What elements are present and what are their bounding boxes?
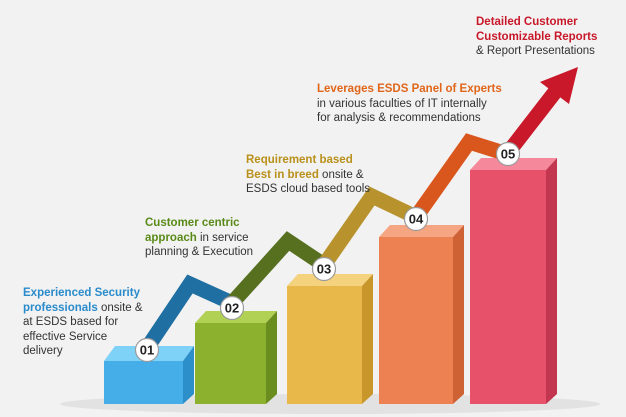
badge-step-1: 01	[134, 337, 160, 363]
caption-1-text-b: at ESDS based for	[23, 316, 119, 328]
caption-2-text-a: in service	[196, 231, 249, 244]
badge-step-5: 05	[495, 141, 521, 167]
caption-1-text-a: onsite &	[97, 301, 143, 314]
caption-step-4: Leverages ESDS Panel of Experts in vario…	[317, 82, 502, 126]
growth-arrow	[140, 87, 561, 353]
arrow-segment-4	[409, 133, 510, 222]
caption-3-text-b: ESDS cloud based tools	[246, 183, 371, 195]
badge-number-1: 01	[140, 343, 154, 358]
caption-step-2: Customer centric approach in service pla…	[145, 216, 253, 260]
caption-4-text-a: in various faculties of IT internally	[317, 97, 487, 110]
bar-step-2	[195, 311, 277, 404]
caption-2-highlight-a: Customer centric	[145, 217, 240, 229]
caption-5-highlight-a: Detailed Customer	[476, 16, 578, 28]
caption-step-3: Requirement based Best in breed onsite &…	[246, 153, 370, 197]
caption-1-text-d: delivery	[23, 345, 63, 357]
bar-step-5	[470, 158, 557, 404]
arrow-segment-1	[140, 274, 236, 353]
caption-2-text-b: planning & Execution	[145, 246, 254, 258]
caption-5-text-a: & Report Presentations	[476, 45, 595, 57]
badge-step-3: 03	[311, 256, 337, 282]
badge-number-2: 02	[225, 301, 239, 316]
caption-step-1: Experienced Security professionals onsit…	[23, 286, 143, 359]
caption-4-text-b: for analysis & recommendations	[317, 112, 481, 124]
caption-step-5: Detailed Customer Customizable Reports &…	[476, 15, 597, 59]
badge-step-2: 02	[219, 295, 245, 321]
caption-1-highlight-b: professionals	[23, 301, 98, 314]
caption-3-text-a: onsite &	[318, 168, 364, 181]
bar-step-1	[104, 346, 194, 404]
caption-3-highlight-a: Requirement based	[246, 154, 353, 166]
arrow-head	[540, 67, 578, 104]
caption-1-highlight-a: Experienced Security	[23, 287, 140, 299]
bar-step-3	[287, 274, 373, 404]
caption-4-highlight-a: Leverages ESDS Panel of Experts	[317, 83, 502, 95]
badge-number-4: 04	[409, 212, 424, 227]
bar-step-4	[379, 225, 464, 404]
caption-1-text-c: effective Service	[23, 330, 108, 343]
caption-5-highlight-b: Customizable Reports	[476, 30, 598, 43]
caption-3-highlight-b: Best in breed	[246, 168, 319, 181]
arrow-segment-5	[501, 87, 561, 159]
arrow-segment-2	[226, 231, 329, 309]
arrow-segment-3	[317, 186, 420, 270]
badge-step-4: 04	[403, 206, 429, 232]
badge-number-3: 03	[317, 262, 331, 277]
caption-2-highlight-b: approach	[145, 231, 197, 244]
badge-number-5: 05	[501, 147, 515, 162]
